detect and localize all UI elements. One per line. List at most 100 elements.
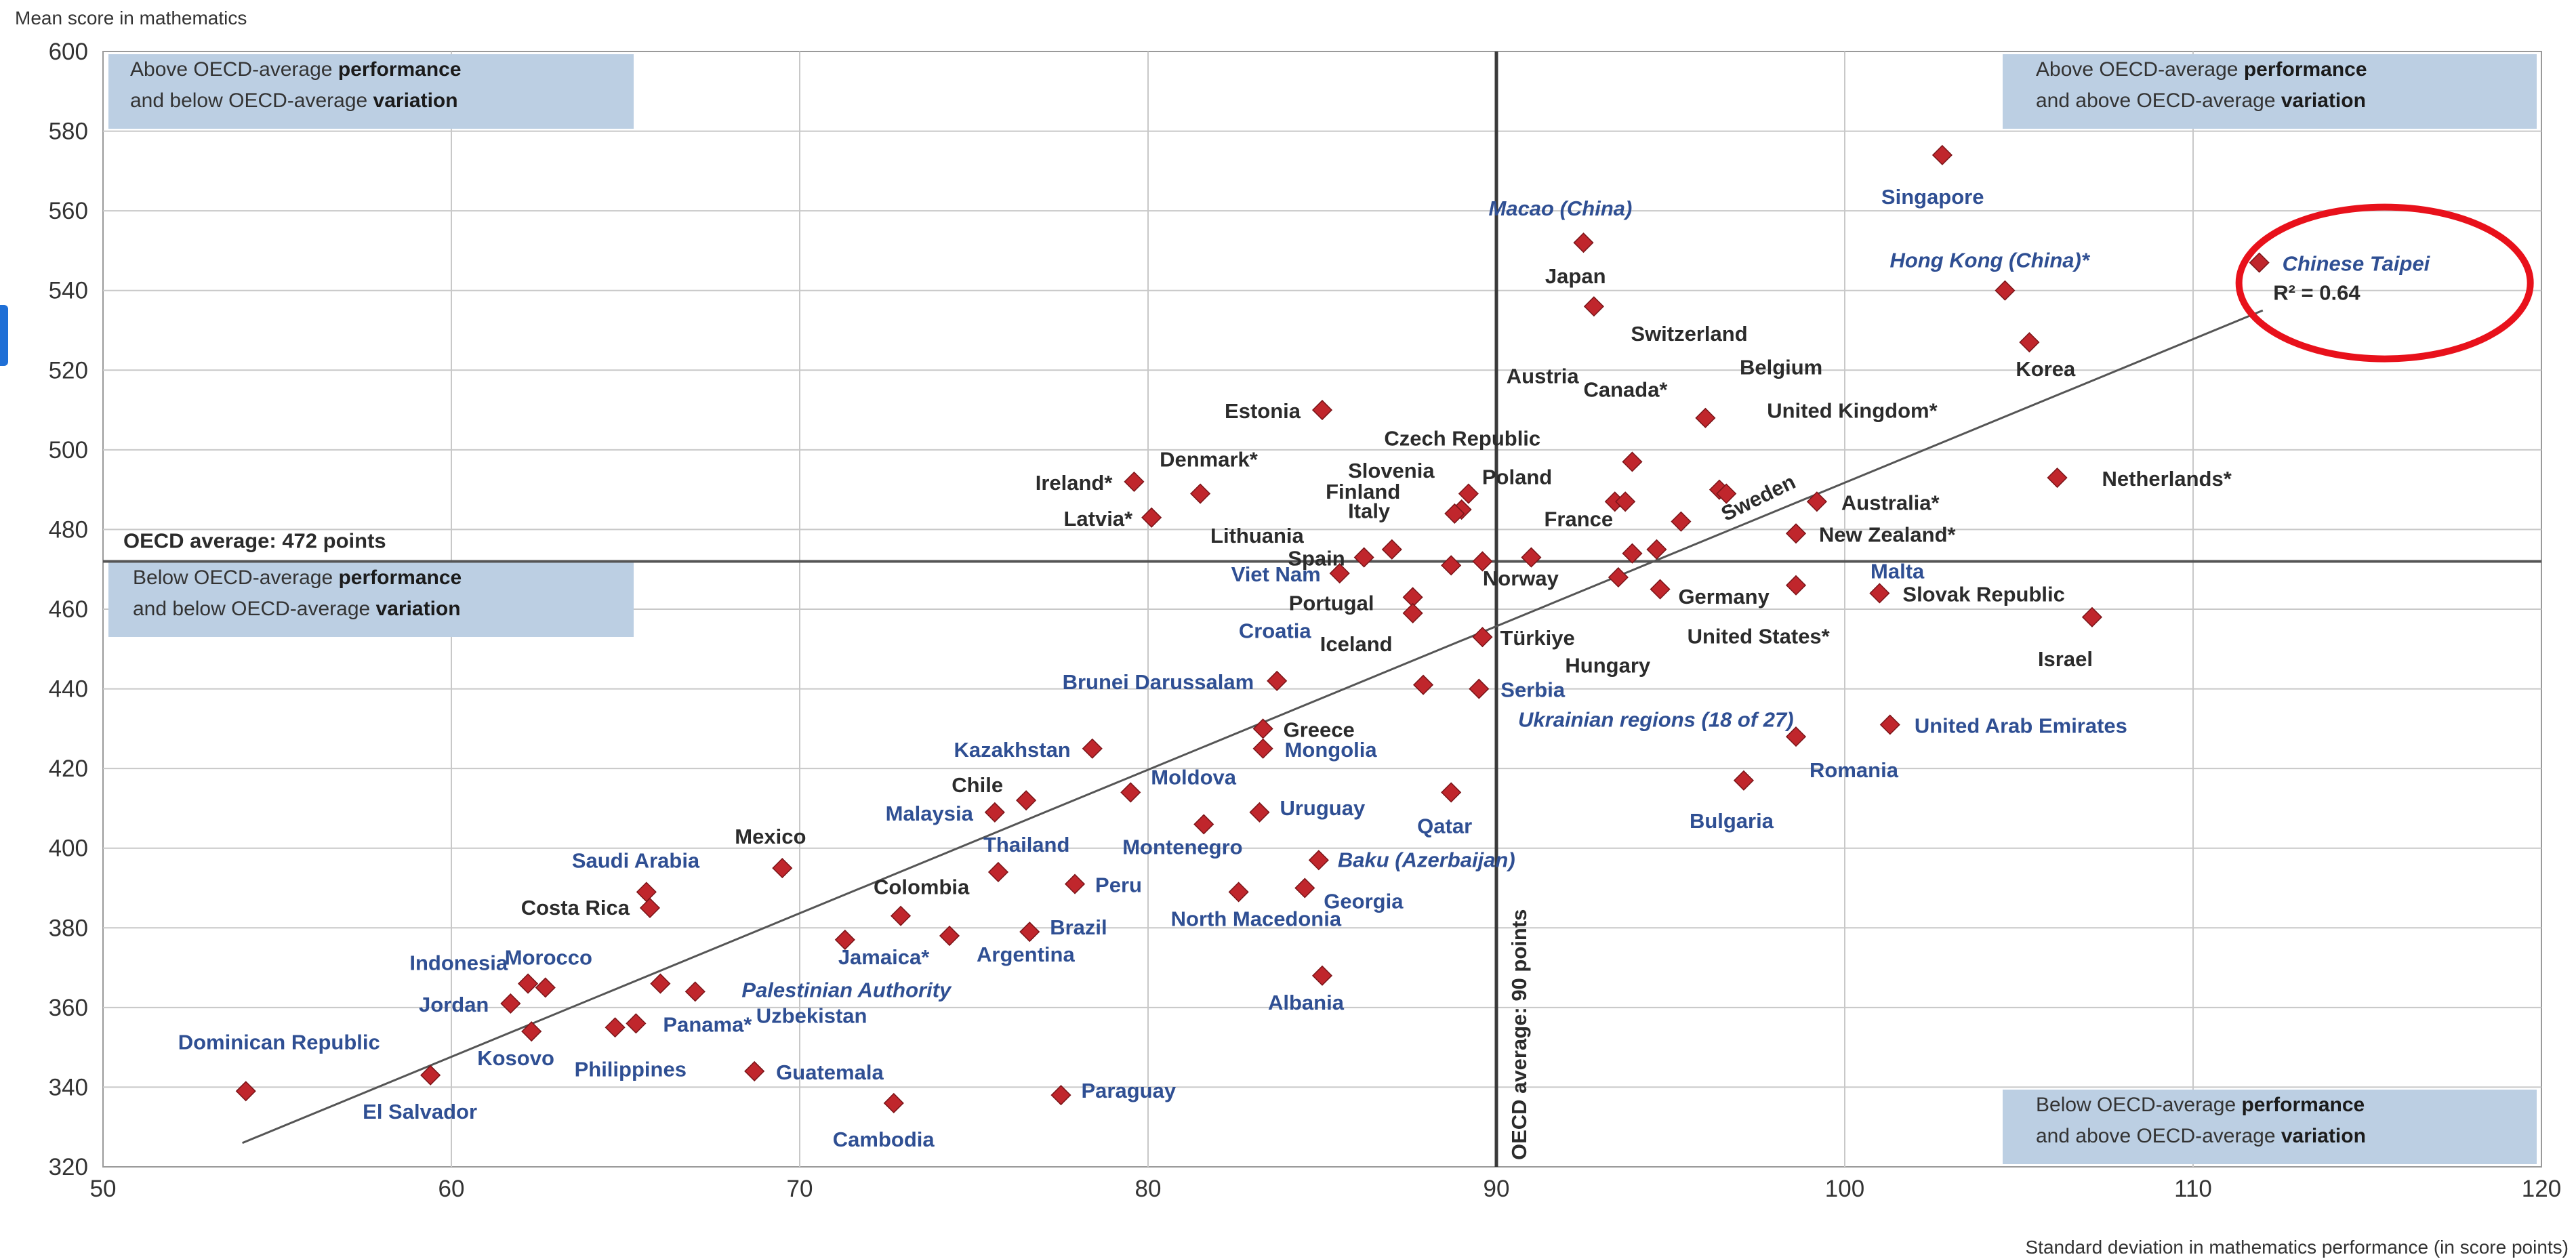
label-thailand: Thailand bbox=[983, 833, 1069, 856]
point-viet-nam bbox=[1329, 563, 1350, 584]
point-baku-azerbaijan- bbox=[1308, 850, 1329, 871]
label-brunei-darussalam: Brunei Darussalam bbox=[1063, 670, 1254, 694]
label-switzerland: Switzerland bbox=[1631, 322, 1747, 346]
point-el-salvador bbox=[420, 1065, 441, 1086]
label-united-arab-emirates: United Arab Emirates bbox=[1915, 714, 2127, 737]
point-chile bbox=[1016, 790, 1037, 811]
point-cambodia bbox=[883, 1092, 904, 1114]
label-slovenia: Slovenia bbox=[1348, 459, 1435, 482]
label-mexico: Mexico bbox=[735, 825, 806, 848]
y-axis-title: Mean score in mathematics bbox=[15, 7, 247, 28]
label-serbia: Serbia bbox=[1500, 678, 1566, 702]
point-argentina bbox=[939, 925, 960, 947]
y-tick-label: 540 bbox=[49, 278, 88, 304]
point-palestinian-authority bbox=[650, 973, 671, 994]
label-guatemala: Guatemala bbox=[776, 1060, 884, 1084]
label-denmark-: Denmark* bbox=[1160, 448, 1259, 472]
y-tick-label: 320 bbox=[49, 1154, 88, 1180]
label-bulgaria: Bulgaria bbox=[1690, 809, 1774, 833]
label-north-macedonia: North Macedonia bbox=[1171, 907, 1342, 930]
point-uruguay bbox=[1249, 802, 1270, 823]
point-czech-republic bbox=[1615, 491, 1636, 512]
label-lithuania: Lithuania bbox=[1210, 524, 1305, 548]
point-indonesia bbox=[518, 973, 539, 994]
point-macao-china- bbox=[1573, 232, 1594, 253]
point-north-macedonia bbox=[1228, 882, 1249, 903]
label-chile: Chile bbox=[952, 773, 1003, 797]
point-united-arab-emirates bbox=[1879, 714, 1900, 735]
label-chinese-taipei: Chinese Taipei bbox=[2283, 252, 2431, 276]
y-tick-label: 580 bbox=[49, 119, 88, 145]
point-united-kingdom- bbox=[1716, 483, 1737, 504]
label-argentina: Argentina bbox=[977, 943, 1075, 966]
label-paraguay: Paraguay bbox=[1082, 1079, 1177, 1102]
oecd-average-score-label: OECD average: 472 points bbox=[123, 529, 386, 552]
point-philippines bbox=[605, 1017, 626, 1038]
label-spain: Spain bbox=[1288, 547, 1345, 571]
label-moldova: Moldova bbox=[1151, 765, 1236, 789]
label-greece: Greece bbox=[1284, 718, 1355, 741]
label-netherlands-: Netherlands* bbox=[2102, 467, 2232, 491]
y-tick-label: 340 bbox=[49, 1074, 88, 1100]
label-united-states-: United States* bbox=[1688, 625, 1831, 648]
x-tick-label: 50 bbox=[90, 1176, 117, 1202]
point-georgia bbox=[1294, 878, 1315, 899]
label-austria: Austria bbox=[1507, 364, 1580, 388]
y-tick-label: 560 bbox=[49, 198, 88, 224]
point-peru bbox=[1064, 873, 1086, 894]
point-chinese-taipei bbox=[2249, 252, 2270, 273]
quadrant-box-mid-left bbox=[108, 562, 634, 637]
label-qatar: Qatar bbox=[1417, 814, 1472, 838]
label-kosovo: Kosovo bbox=[477, 1046, 554, 1070]
trendline bbox=[242, 309, 2264, 1144]
label-peru: Peru bbox=[1095, 873, 1142, 897]
x-tick-label: 80 bbox=[1135, 1176, 1162, 1202]
y-tick-label: 380 bbox=[49, 915, 88, 941]
point-malaysia bbox=[984, 802, 1005, 823]
side-panel-tab[interactable] bbox=[0, 305, 8, 366]
label-morocco: Morocco bbox=[505, 945, 592, 969]
oecd-average-lines: OECD average: 472 points OECD average: 90… bbox=[103, 51, 2541, 1167]
label-baku-azerbaijan-: Baku (Azerbaijan) bbox=[1338, 848, 1515, 871]
quadrant-box-text: and below OECD-average variation bbox=[133, 598, 461, 620]
label-albania: Albania bbox=[1268, 991, 1345, 1014]
highlight-circle bbox=[2235, 203, 2534, 363]
point-saudi-arabia bbox=[636, 882, 657, 903]
point-norway bbox=[1608, 566, 1629, 588]
y-tick-label: 420 bbox=[49, 756, 88, 782]
label-australia-: Australia* bbox=[1841, 491, 1940, 514]
x-tick-label: 90 bbox=[1484, 1176, 1510, 1202]
label-mongolia: Mongolia bbox=[1285, 738, 1378, 762]
point-montenegro bbox=[1193, 814, 1214, 835]
label-romania: Romania bbox=[1810, 758, 1899, 782]
x-tick-label: 60 bbox=[438, 1176, 465, 1202]
point-panama- bbox=[626, 1013, 647, 1034]
r-squared-label: R² = 0.64 bbox=[2273, 281, 2360, 305]
point-spain bbox=[1353, 547, 1374, 568]
point-ireland- bbox=[1124, 471, 1145, 492]
axis-ticks: 320 340 360 380 400 420 440 460 480 500 520 540 560 5… bbox=[49, 39, 2562, 1202]
point-jamaica- bbox=[834, 929, 855, 950]
label-poland: Poland bbox=[1482, 466, 1552, 489]
label-ukrainian-regions-18-of-27-: Ukrainian regions (18 of 27) bbox=[1518, 708, 1794, 732]
label-portugal: Portugal bbox=[1289, 591, 1374, 615]
label-korea: Korea bbox=[2016, 357, 2076, 381]
point-poland bbox=[1458, 483, 1479, 504]
label-jordan: Jordan bbox=[419, 993, 489, 1016]
label-indonesia: Indonesia bbox=[409, 951, 508, 975]
quadrant-box-top-right bbox=[2003, 54, 2537, 129]
y-tick-label: 600 bbox=[49, 39, 88, 65]
label-cambodia: Cambodia bbox=[833, 1128, 935, 1151]
label-malaysia: Malaysia bbox=[886, 802, 974, 825]
point-uzbekistan bbox=[684, 981, 706, 1002]
label-uruguay: Uruguay bbox=[1280, 796, 1366, 820]
point-brunei-darussalam bbox=[1267, 670, 1288, 691]
point-mongolia bbox=[1252, 738, 1273, 759]
y-tick-label: 480 bbox=[49, 516, 88, 543]
label-macao-china-: Macao (China) bbox=[1489, 197, 1633, 220]
x-axis-title: Standard deviation in mathematics perfor… bbox=[2026, 1237, 2569, 1258]
point-hungary bbox=[1521, 547, 1542, 568]
label-japan: Japan bbox=[1545, 264, 1606, 288]
label-viet-nam: Viet Nam bbox=[1231, 562, 1321, 586]
